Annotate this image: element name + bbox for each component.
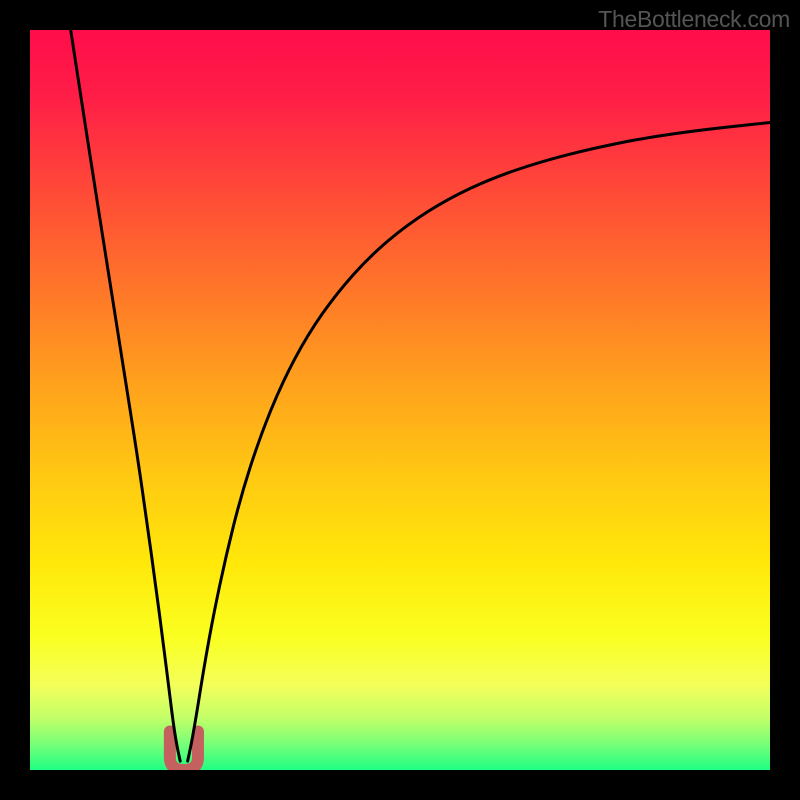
watermark-text: TheBottleneck.com <box>598 6 790 33</box>
chart-container: TheBottleneck.com <box>0 0 800 800</box>
bottleneck-chart <box>0 0 800 800</box>
